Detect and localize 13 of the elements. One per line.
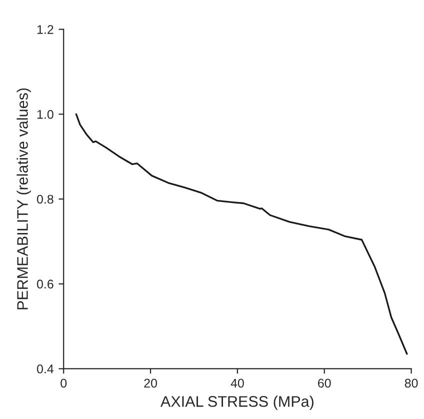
x-tick-label: 60 [318,378,331,388]
y-tick-label: 1.0 [37,110,54,119]
x-tick-label: 0 [60,378,67,388]
y-tick-label: 0.8 [36,194,54,204]
x-tick-label: 80 [404,378,418,388]
x-axis-title: AXIAL STRESS (MPa) [160,396,314,410]
y-tick-label: 0.4 [36,364,54,374]
x-tick-label: 40 [230,378,244,388]
y-axis-title: PERMEABILITY (relative values) [16,88,31,310]
line-series [75,113,408,355]
y-tick-label: 0.6 [36,280,54,289]
y-tick-label: 1.2 [37,25,54,34]
x-tick-label: 20 [144,378,157,388]
